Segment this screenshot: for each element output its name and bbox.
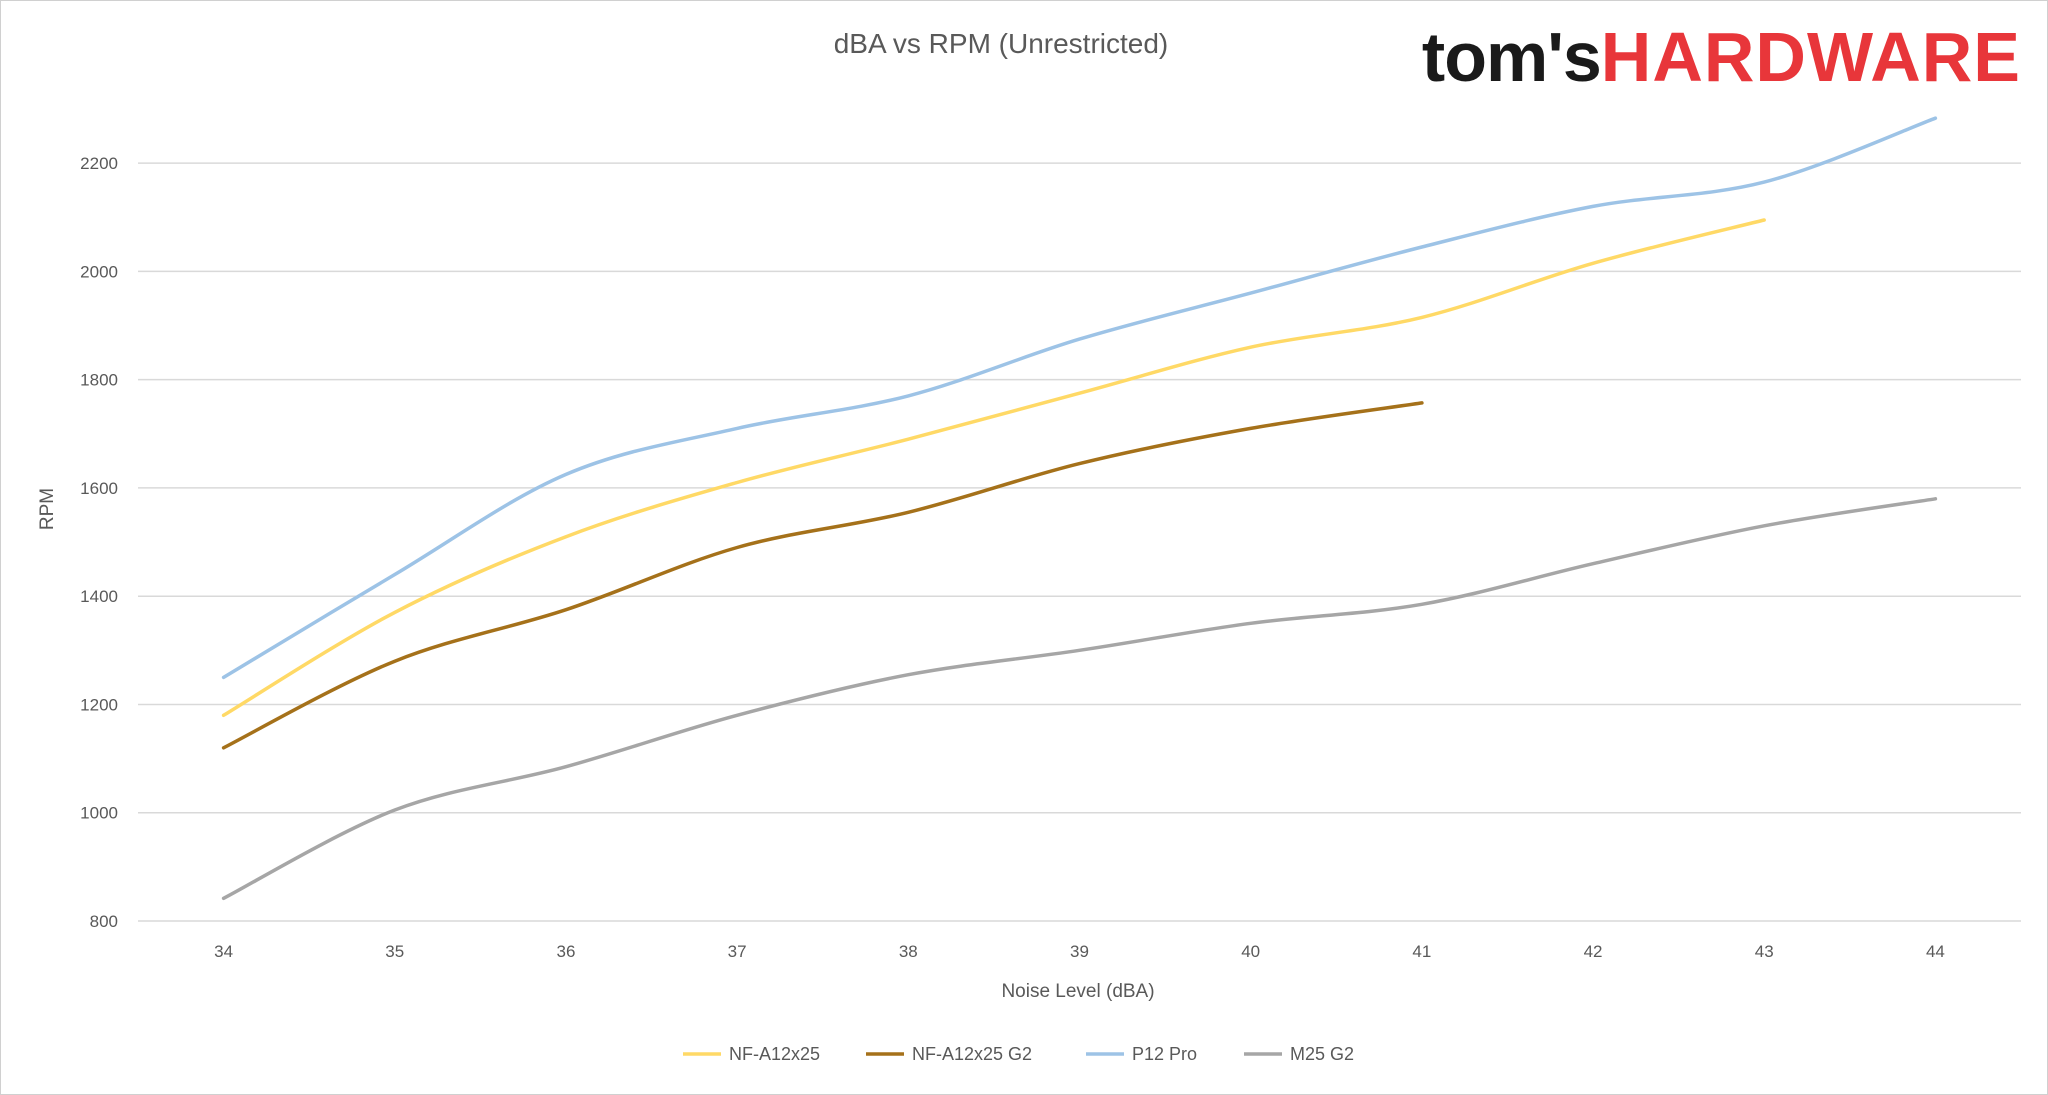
logo-suffix: HARDWARE bbox=[1601, 18, 2021, 96]
y-axis-label: RPM bbox=[37, 488, 58, 530]
legend-label-nf-a12x25: NF-A12x25 bbox=[729, 1044, 820, 1064]
series-line-nf-a12x25-g2 bbox=[221, 401, 1424, 750]
y-tick-label: 1600 bbox=[80, 479, 118, 498]
y-tick-label: 1800 bbox=[80, 371, 118, 390]
y-tick-label: 1400 bbox=[80, 587, 118, 606]
x-tick-label: 36 bbox=[556, 942, 575, 961]
series-lines bbox=[221, 116, 1938, 901]
x-axis-label: Noise Level (dBA) bbox=[1001, 981, 1154, 1002]
y-tick-label: 1200 bbox=[80, 695, 118, 714]
y-tick-label: 1000 bbox=[80, 804, 118, 823]
chart-title: dBA vs RPM (Unrestricted) bbox=[834, 28, 1169, 59]
x-tick-label: 38 bbox=[899, 942, 918, 961]
legend-label-m25-g2: M25 G2 bbox=[1290, 1044, 1354, 1064]
series-line-nf-a12x25 bbox=[221, 218, 1766, 718]
y-axis-ticks: 800 1000 1200 1400 1600 1800 2000 2200 bbox=[80, 154, 118, 931]
x-axis-ticks: 34 35 36 37 38 39 40 41 42 43 44 bbox=[214, 942, 1945, 961]
x-tick-label: 41 bbox=[1412, 942, 1431, 961]
gridlines bbox=[138, 162, 2021, 922]
x-tick-label: 35 bbox=[385, 942, 404, 961]
y-tick-label: 800 bbox=[90, 912, 118, 931]
x-tick-label: 39 bbox=[1070, 942, 1089, 961]
logo-prefix: tom's bbox=[1422, 18, 1601, 96]
svg-text:tom'sHARDWARE: tom'sHARDWARE bbox=[1422, 18, 2021, 96]
brand-logo: tom'sHARDWARE bbox=[1422, 18, 2021, 96]
y-tick-label: 2200 bbox=[80, 154, 118, 173]
x-tick-label: 34 bbox=[214, 942, 233, 961]
x-tick-label: 44 bbox=[1926, 942, 1945, 961]
legend: NF-A12x25 NF-A12x25 G2 P12 Pro M25 G2 bbox=[683, 1044, 1354, 1064]
legend-label-p12-pro: P12 Pro bbox=[1132, 1044, 1197, 1064]
legend-label-nf-a12x25-g2: NF-A12x25 G2 bbox=[912, 1044, 1032, 1064]
x-tick-label: 37 bbox=[728, 942, 747, 961]
y-tick-label: 2000 bbox=[80, 262, 118, 281]
series-line-p12-pro bbox=[221, 116, 1938, 680]
x-tick-label: 40 bbox=[1241, 942, 1260, 961]
series-line-m25-g2 bbox=[221, 497, 1938, 901]
x-tick-label: 42 bbox=[1584, 942, 1603, 961]
x-tick-label: 43 bbox=[1755, 942, 1774, 961]
